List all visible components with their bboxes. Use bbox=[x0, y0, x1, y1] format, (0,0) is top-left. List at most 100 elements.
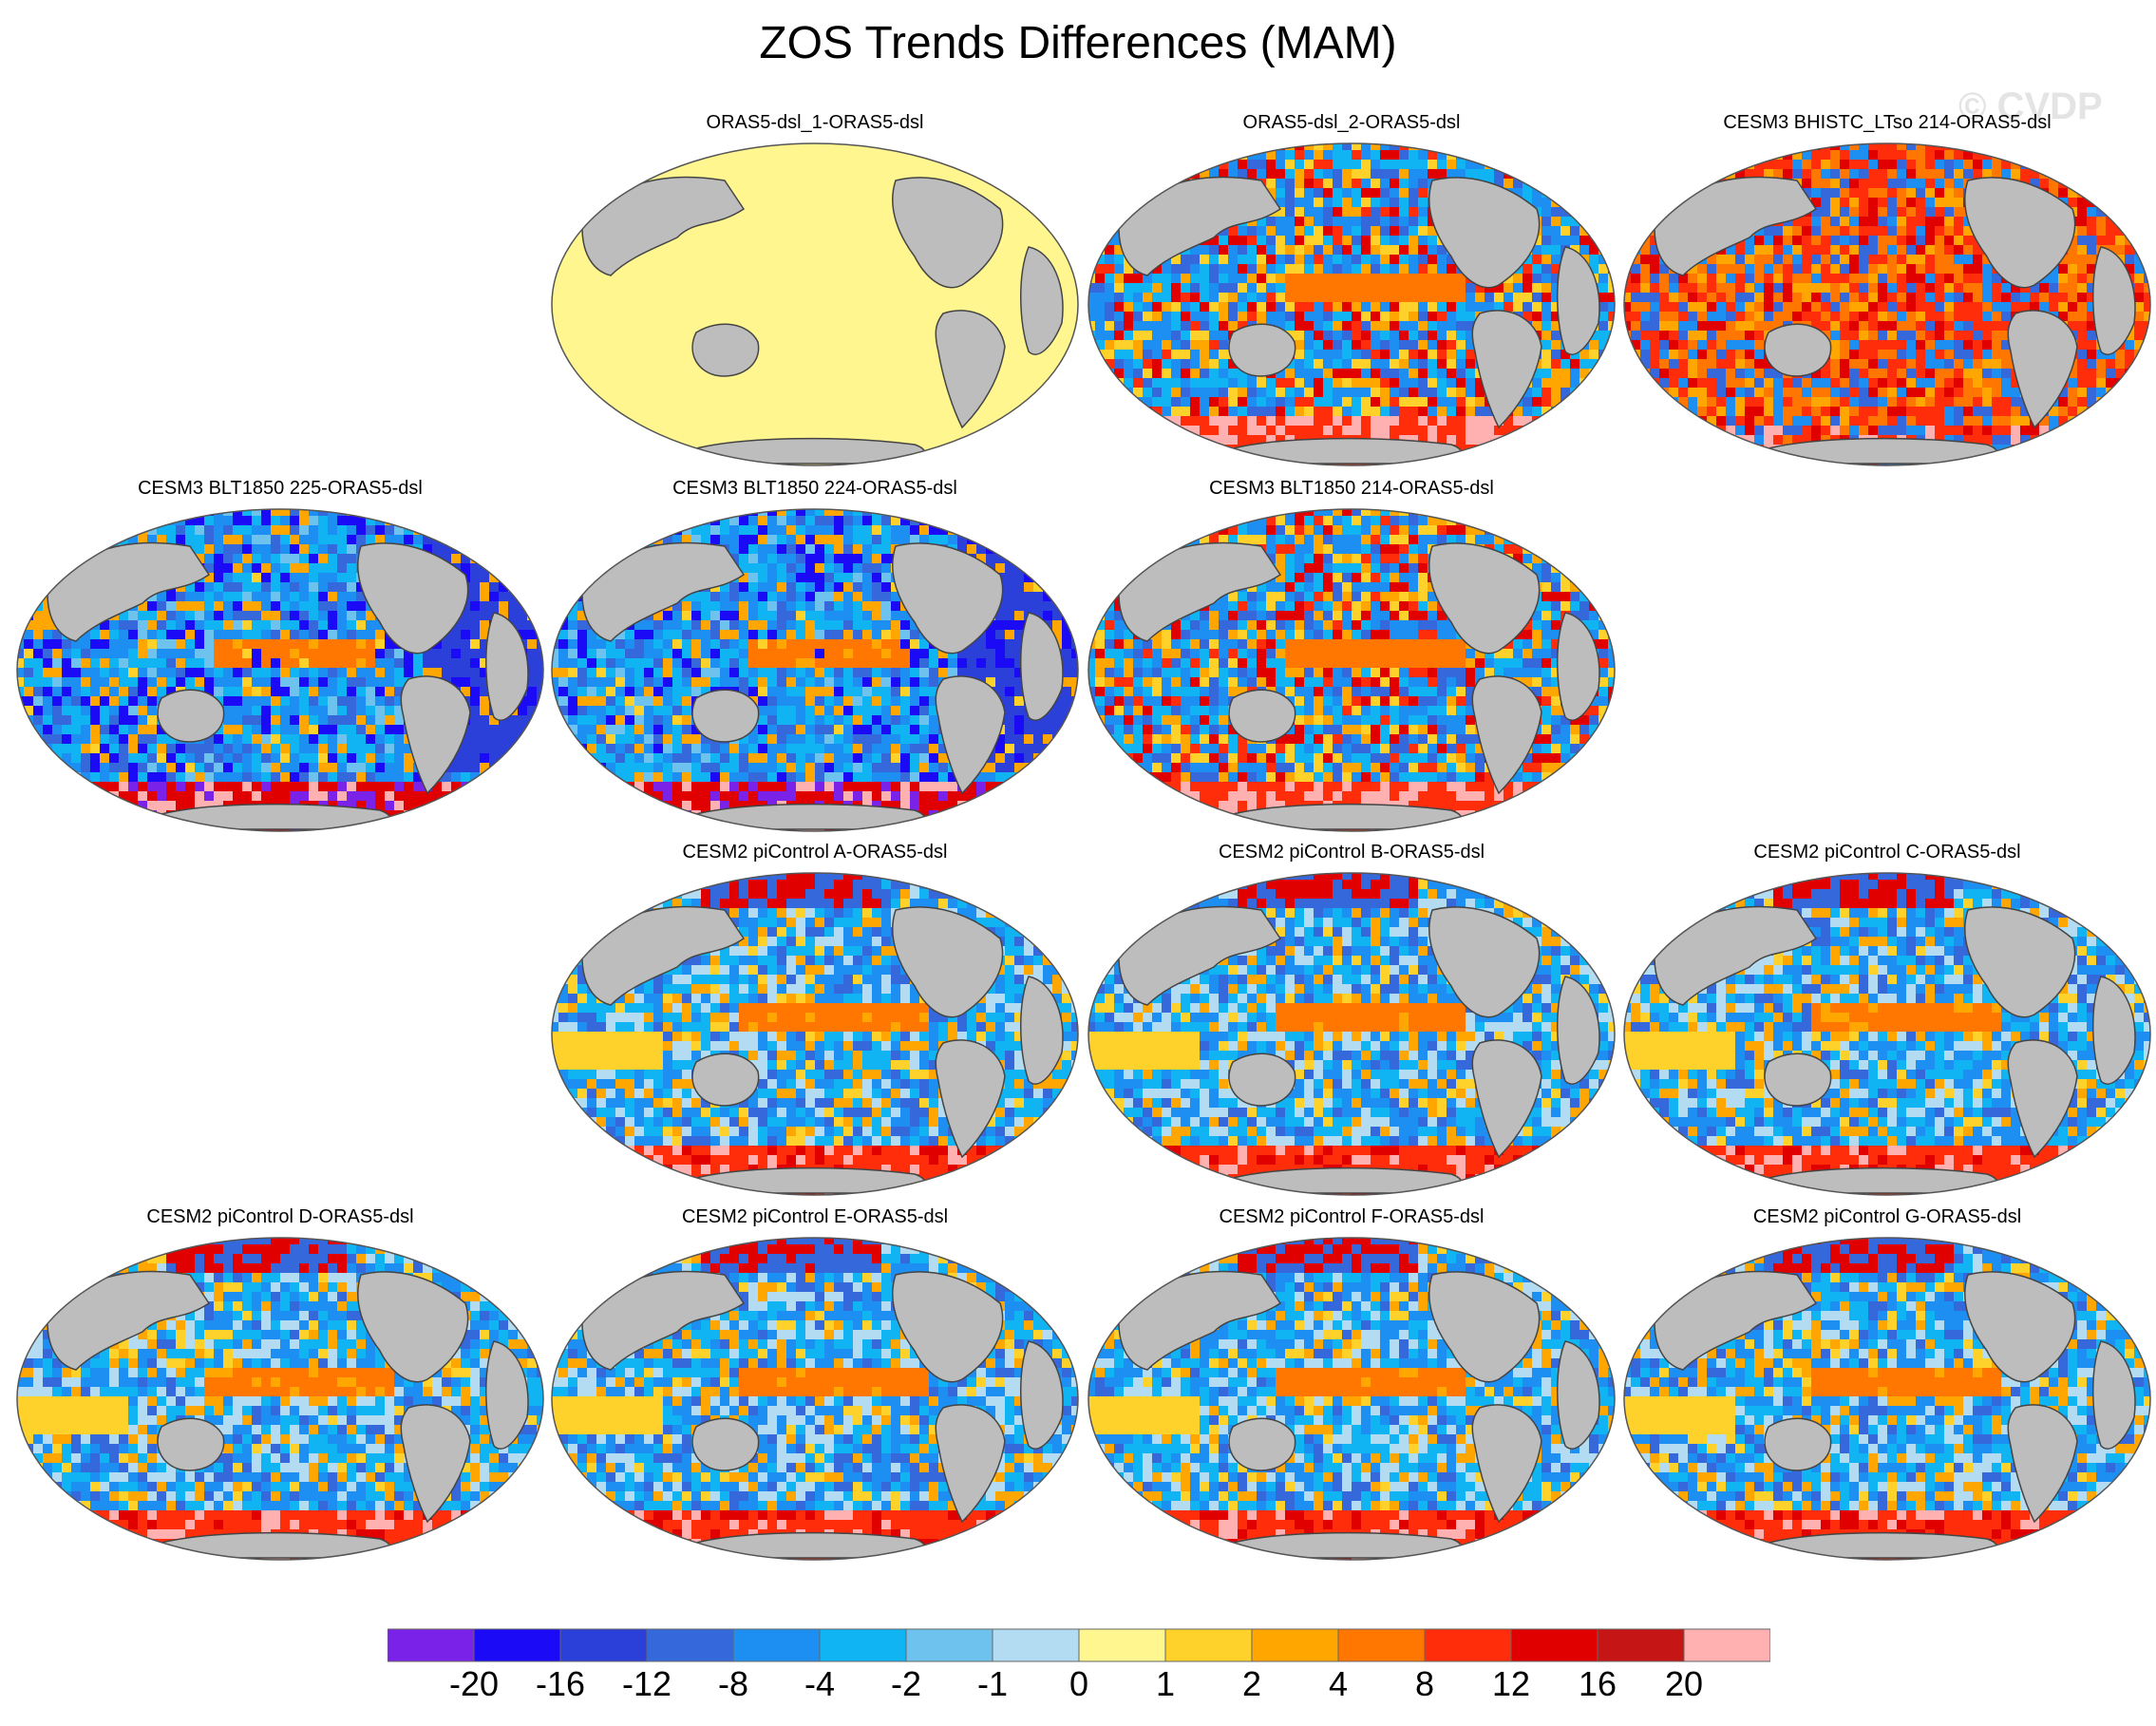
colorbar-tick-label: 16 bbox=[1560, 1664, 1636, 1704]
land-mass bbox=[1764, 1417, 1832, 1471]
land-mass bbox=[2092, 976, 2136, 1085]
land-mass bbox=[581, 905, 746, 1006]
map-pi bbox=[551, 1237, 1079, 1561]
map-pi bbox=[551, 872, 1079, 1196]
antarctica-land bbox=[1228, 803, 1463, 830]
land-mass bbox=[935, 310, 1006, 429]
land-mass bbox=[485, 1340, 529, 1450]
colorbar-tick-label: -2 bbox=[868, 1664, 944, 1704]
land-mass bbox=[357, 542, 469, 654]
panel-title: CESM2 piControl F-ORAS5-dsl bbox=[1086, 1206, 1617, 1228]
map-cold bbox=[16, 508, 544, 832]
colorbar-tick-label: -8 bbox=[695, 1664, 771, 1704]
map-outline bbox=[551, 872, 1079, 1196]
colorbar-tick-label: 4 bbox=[1300, 1664, 1376, 1704]
panel-title: ORAS5-dsl_2-ORAS5-dsl bbox=[1086, 112, 1617, 134]
map-panel: CESM2 piControl D-ORAS5-dsl bbox=[14, 1206, 546, 1565]
land-mass bbox=[1471, 1039, 1542, 1159]
land-mass bbox=[1964, 1271, 2076, 1383]
map-outline bbox=[1623, 1237, 2151, 1561]
antarctica-land bbox=[1228, 437, 1463, 465]
colorbar-tick-label: 8 bbox=[1387, 1664, 1463, 1704]
map-pi bbox=[1623, 1237, 2151, 1561]
colorbar-swatch bbox=[1078, 1628, 1166, 1662]
land-mass bbox=[2092, 246, 2136, 355]
colorbar-swatch bbox=[1337, 1628, 1426, 1662]
map-outline bbox=[551, 508, 1079, 832]
colorbar-swatch bbox=[473, 1628, 561, 1662]
map-panel: CESM3 BLT1850 224-ORAS5-dsl bbox=[549, 478, 1081, 837]
colorbar-swatch bbox=[1164, 1628, 1253, 1662]
map-cold bbox=[551, 508, 1079, 832]
land-mass bbox=[400, 675, 471, 795]
land-mass bbox=[691, 1417, 760, 1471]
colorbar-swatch bbox=[1424, 1628, 1512, 1662]
map-panel: CESM2 piControl C-ORAS5-dsl bbox=[1621, 842, 2153, 1201]
colorbar-tick-label: 0 bbox=[1041, 1664, 1117, 1704]
map-outline bbox=[551, 1237, 1079, 1561]
map-pi bbox=[16, 1237, 544, 1561]
land-mass bbox=[935, 675, 1006, 795]
colorbar-tick-label: -4 bbox=[782, 1664, 858, 1704]
colorbar-swatch bbox=[1597, 1628, 1685, 1662]
land-mass bbox=[1764, 1053, 1832, 1107]
panel-title: CESM2 piControl G-ORAS5-dsl bbox=[1621, 1206, 2153, 1228]
land-mass bbox=[935, 1404, 1006, 1524]
map-zero bbox=[551, 142, 1079, 466]
colorbar-swatch bbox=[559, 1628, 648, 1662]
colorbar-swatch bbox=[1683, 1628, 1770, 1662]
land-mass bbox=[691, 323, 760, 377]
map-mixed bbox=[1087, 508, 1616, 832]
land-mass bbox=[2007, 310, 2078, 429]
figure-title: ZOS Trends Differences (MAM) bbox=[0, 17, 2156, 69]
colorbar-tick-label: 1 bbox=[1127, 1664, 1203, 1704]
land-mass bbox=[357, 1271, 469, 1383]
land-mass bbox=[1228, 1417, 1296, 1471]
watermark: © CVDP bbox=[1958, 85, 2103, 128]
antarctica-land bbox=[157, 1531, 391, 1559]
land-mass bbox=[1654, 1270, 1818, 1371]
map-panel: ORAS5-dsl_2-ORAS5-dsl bbox=[1086, 112, 1617, 471]
panel-title: CESM3 BLT1850 214-ORAS5-dsl bbox=[1086, 478, 1617, 500]
colorbar-tick-label: -12 bbox=[609, 1664, 685, 1704]
land-mass bbox=[1020, 612, 1064, 721]
colorbar-swatch bbox=[1251, 1628, 1339, 1662]
colorbar-tick-label: 2 bbox=[1214, 1664, 1290, 1704]
antarctica-land bbox=[1228, 1531, 1463, 1559]
land-mass bbox=[691, 689, 760, 743]
colorbar-tick-label: 20 bbox=[1646, 1664, 1722, 1704]
map-panel: ORAS5-dsl_1-ORAS5-dsl bbox=[549, 112, 1081, 471]
land-mass bbox=[935, 1039, 1006, 1159]
land-mass bbox=[157, 1417, 225, 1471]
antarctica-land bbox=[691, 437, 926, 465]
colorbar-swatch bbox=[905, 1628, 993, 1662]
antarctica-land bbox=[1764, 1531, 1998, 1559]
panel-title: CESM3 BLT1850 225-ORAS5-dsl bbox=[14, 478, 546, 500]
land-mass bbox=[1020, 976, 1064, 1085]
land-mass bbox=[1557, 976, 1600, 1085]
map-pi bbox=[1623, 872, 2151, 1196]
colorbar bbox=[388, 1628, 1770, 1662]
land-mass bbox=[1654, 176, 1818, 276]
map-panel: CESM3 BLT1850 225-ORAS5-dsl bbox=[14, 478, 546, 837]
land-mass bbox=[2092, 1340, 2136, 1450]
land-mass bbox=[1764, 323, 1832, 377]
land-mass bbox=[1471, 675, 1542, 795]
colorbar-tick-label: -16 bbox=[522, 1664, 598, 1704]
land-mass bbox=[892, 906, 1004, 1018]
map-panel: CESM2 piControl F-ORAS5-dsl bbox=[1086, 1206, 1617, 1565]
ocean-field bbox=[552, 143, 1078, 465]
map-outline bbox=[551, 142, 1079, 466]
land-mass bbox=[581, 541, 746, 642]
land-mass bbox=[691, 1053, 760, 1107]
colorbar-swatch bbox=[1510, 1628, 1598, 1662]
map-panel: CESM2 piControl A-ORAS5-dsl bbox=[549, 842, 1081, 1201]
land-mass bbox=[1428, 1271, 1541, 1383]
land-mass bbox=[1228, 689, 1296, 743]
land-mass bbox=[1471, 1404, 1542, 1524]
map-mixed bbox=[1087, 142, 1616, 466]
land-mass bbox=[1020, 246, 1064, 355]
land-mass bbox=[892, 1271, 1004, 1383]
land-mass bbox=[581, 1270, 746, 1371]
panel-title: CESM2 piControl B-ORAS5-dsl bbox=[1086, 842, 1617, 863]
